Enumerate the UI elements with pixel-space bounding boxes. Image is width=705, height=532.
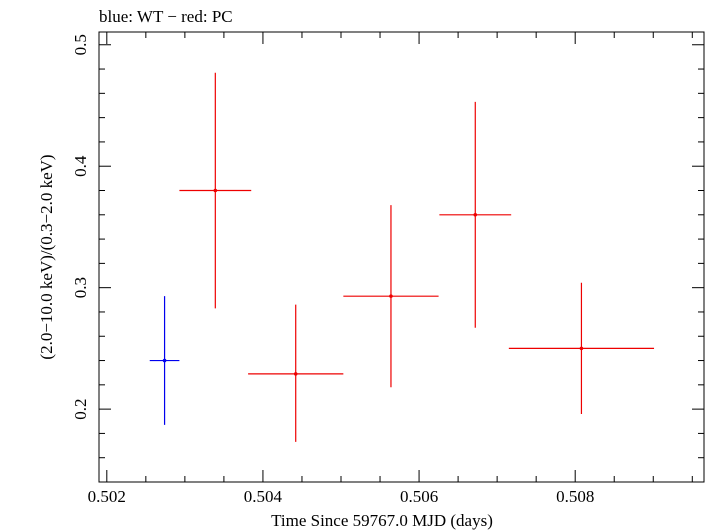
y-tick-label: 0.2 bbox=[71, 399, 90, 420]
y-tick-label: 0.3 bbox=[71, 277, 90, 298]
data-point bbox=[213, 188, 218, 193]
series-pc bbox=[179, 72, 655, 442]
x-tick-label: 0.504 bbox=[244, 487, 283, 506]
axis-ticks bbox=[99, 32, 704, 482]
data-point bbox=[293, 372, 298, 376]
y-tick-labels: 0.2 0.3 0.4 0.5 bbox=[71, 34, 90, 420]
series-wt bbox=[149, 296, 180, 425]
data-point bbox=[579, 346, 584, 351]
chart-title: blue: WT − red: PC bbox=[99, 7, 233, 26]
y-axis-label: (2.0−10.0 keV)/(0.3−2.0 keV) bbox=[37, 154, 56, 359]
y-tick-label: 0.4 bbox=[71, 155, 90, 177]
plot-frame bbox=[98, 31, 705, 483]
data-series bbox=[149, 72, 655, 442]
data-point bbox=[389, 294, 393, 298]
x-tick-labels: 0.502 0.504 0.506 0.508 bbox=[88, 487, 595, 506]
data-point bbox=[162, 358, 167, 363]
x-tick-label: 0.506 bbox=[400, 487, 438, 506]
data-point bbox=[473, 212, 478, 217]
x-tick-label: 0.502 bbox=[88, 487, 126, 506]
x-axis-label: Time Since 59767.0 MJD (days) bbox=[271, 511, 493, 530]
y-tick-label: 0.5 bbox=[71, 34, 90, 55]
x-tick-label: 0.508 bbox=[556, 487, 594, 506]
